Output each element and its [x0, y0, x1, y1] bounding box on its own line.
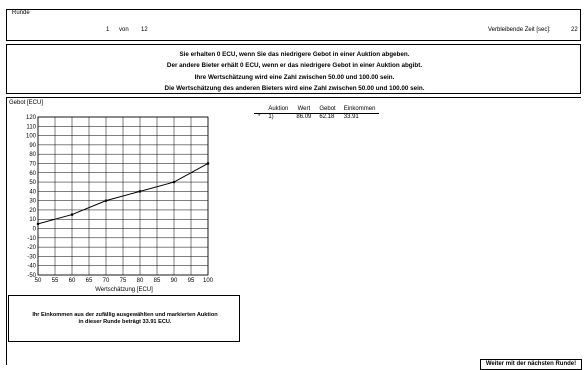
round-of-label: von	[119, 27, 129, 33]
data-point	[36, 222, 40, 226]
next-round-button[interactable]: Weiter mit der nächsten Runde!	[480, 359, 582, 370]
value-cell: 86.09	[296, 114, 312, 120]
x-tick-label: 90	[171, 278, 178, 284]
round-total: 12	[141, 27, 148, 33]
instruction-line: Sie erhalten 0 ECU, wenn Sie das niedrig…	[179, 51, 410, 58]
data-point	[172, 180, 176, 184]
x-tick-label: 65	[86, 278, 93, 284]
earnings-message: Ihr Einkommen aus der zufällig ausgewähl…	[9, 312, 241, 326]
round-header-panel	[6, 9, 581, 41]
y-tick-label: 20	[29, 208, 36, 214]
y-tick-label: 50	[29, 180, 36, 186]
column-header-income: Einkommen	[339, 106, 380, 114]
y-tick-label: 30	[29, 199, 36, 205]
earnings-line: in dieser Runde beträgt 33.91 ECU.	[78, 318, 172, 325]
y-tick-label: -40	[27, 264, 36, 270]
y-tick-label: 0	[33, 227, 37, 233]
x-tick-label: 80	[137, 278, 144, 284]
earnings-line: Ihr Einkommen aus der zufällig ausgewähl…	[32, 312, 218, 318]
data-point	[138, 190, 142, 193]
instruction-line: Ihre Wertschätzung wird eine Zahl zwisch…	[194, 74, 395, 81]
selected-marker: *	[258, 114, 261, 120]
y-tick-label: 110	[26, 124, 36, 130]
y-axis-label: Gebot [ECU]	[9, 100, 43, 106]
table-header-row: Auktion Wert Gebot Einkommen	[254, 106, 380, 114]
y-tick-label: 90	[29, 143, 36, 149]
income-cell: 33.91	[343, 114, 359, 120]
x-tick-label: 75	[120, 278, 127, 284]
instructions-panel: Sie erhalten 0 ECU, wenn Sie das niedrig…	[6, 44, 581, 94]
table-row: * 1) 86.09 62.18 33.91	[254, 114, 379, 122]
bid-cell: 62.18	[319, 114, 335, 120]
remaining-time-label: Verbleibende Zeit [sec]:	[488, 27, 551, 33]
x-tick-label: 50	[35, 278, 42, 284]
y-tick-label: 60	[29, 171, 36, 177]
y-tick-label: -30	[27, 254, 36, 260]
y-tick-label: 10	[29, 217, 36, 223]
x-tick-label: 85	[154, 278, 161, 284]
y-tick-label: 100	[26, 134, 37, 140]
chart-points	[36, 162, 210, 226]
data-point	[104, 199, 108, 202]
y-tick-label: -10	[27, 236, 36, 242]
auction-number-cell: 1)	[268, 114, 274, 120]
instruction-line: Der andere Bieter erhält 0 ECU, wenn er …	[166, 62, 423, 69]
y-tick-label: -50	[27, 273, 36, 279]
x-tick-label: 95	[188, 278, 195, 284]
y-tick-label: 70	[29, 161, 36, 167]
x-tick-label: 60	[69, 278, 76, 284]
round-current: 1	[106, 27, 110, 33]
x-tick-label: 55	[52, 278, 59, 284]
bid-function-line	[37, 163, 209, 225]
x-axis-label: Wertschätzung [ECU]	[95, 287, 153, 293]
y-tick-label: -20	[27, 245, 36, 251]
chart-ticks: 50 55 60 65 70 75 80 85 90 95 10012011010090807060…	[26, 115, 214, 284]
earnings-panel: Ihr Einkommen aus der zufällig ausgewähl…	[8, 295, 240, 342]
data-point	[70, 213, 74, 216]
x-tick-label: 70	[103, 278, 110, 284]
column-header-auction: Auktion	[264, 106, 293, 114]
auction-results-table: Auktion Wert Gebot Einkommen * 1) 86.09 …	[254, 106, 380, 122]
data-point	[206, 162, 210, 165]
y-tick-label: 80	[29, 152, 36, 158]
x-tick-label: 100	[203, 278, 214, 284]
column-header-value: Wert	[292, 106, 316, 114]
y-tick-label: 40	[29, 189, 36, 195]
remaining-time-value: 22	[571, 27, 578, 33]
round-label: Runde	[12, 10, 30, 16]
chart-grid	[37, 116, 209, 276]
instruction-line: Die Wertschätzung des anderen Bieters wi…	[164, 85, 425, 92]
column-header-bid: Gebot	[315, 106, 340, 114]
y-tick-label: 120	[26, 115, 37, 121]
